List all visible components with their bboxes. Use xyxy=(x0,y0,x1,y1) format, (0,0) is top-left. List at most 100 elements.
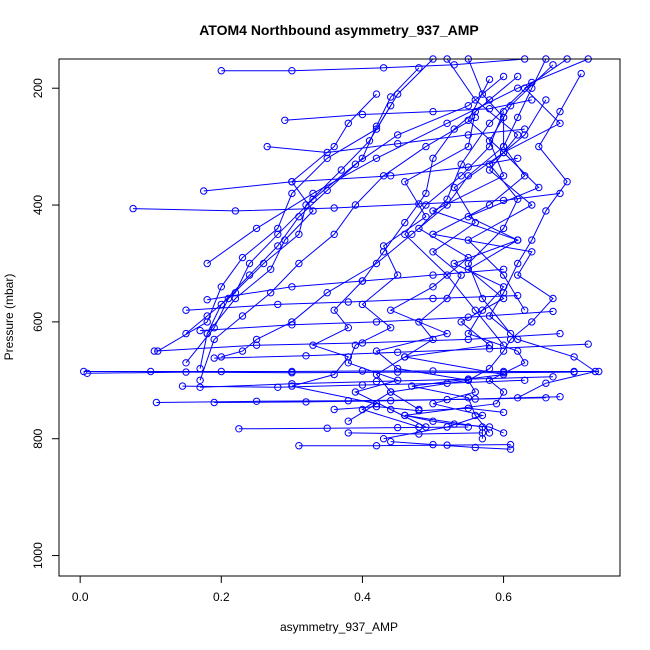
chart-title: ATOM4 Northbound asymmetry_937_AMP xyxy=(199,22,479,38)
data-point xyxy=(499,107,508,116)
data-point xyxy=(252,335,261,344)
series-15 xyxy=(196,113,479,384)
data-point xyxy=(521,376,529,384)
data-point xyxy=(152,398,161,407)
data-point xyxy=(358,154,367,163)
series-line xyxy=(347,76,519,428)
data-point xyxy=(492,400,501,408)
data-point xyxy=(238,312,247,320)
data-point xyxy=(549,294,557,303)
data-point xyxy=(217,283,226,291)
data-point xyxy=(457,318,465,326)
series-41 xyxy=(401,107,508,349)
series-line xyxy=(214,396,561,403)
data-point xyxy=(178,382,187,390)
data-point xyxy=(556,393,564,401)
data-point xyxy=(210,398,218,407)
data-point xyxy=(499,265,508,273)
data-point xyxy=(267,265,275,273)
data-point xyxy=(485,166,494,174)
data-point xyxy=(514,131,522,139)
data-point xyxy=(499,113,508,122)
data-point xyxy=(288,67,296,75)
data-point xyxy=(464,259,472,268)
data-point xyxy=(542,207,550,215)
data-point xyxy=(429,294,437,303)
series-line xyxy=(214,343,589,359)
data-point xyxy=(401,230,409,239)
data-point xyxy=(274,224,282,233)
data-point xyxy=(464,236,472,244)
data-point xyxy=(429,367,437,375)
data-point xyxy=(358,381,367,389)
data-point xyxy=(478,435,487,443)
data-point xyxy=(464,313,472,321)
data-point xyxy=(478,294,487,303)
data-point xyxy=(323,289,331,297)
data-point xyxy=(535,183,543,192)
data-point xyxy=(351,388,360,396)
data-point xyxy=(372,318,381,326)
data-point xyxy=(288,321,296,329)
data-point xyxy=(330,204,338,212)
data-point xyxy=(344,397,352,405)
data-point xyxy=(267,289,275,297)
data-point xyxy=(464,394,472,402)
data-point xyxy=(528,236,536,244)
data-point xyxy=(429,154,437,163)
data-point xyxy=(401,218,409,227)
data-point xyxy=(394,423,402,432)
data-point xyxy=(549,307,557,316)
data-point xyxy=(309,189,317,198)
series-5 xyxy=(344,72,522,431)
data-point xyxy=(182,306,190,314)
series-line xyxy=(404,414,504,434)
data-point xyxy=(429,271,437,279)
data-point xyxy=(358,277,367,285)
data-point xyxy=(577,69,585,78)
data-point xyxy=(443,271,451,279)
data-point xyxy=(471,107,479,116)
series-line xyxy=(334,406,504,413)
data-point xyxy=(394,348,402,356)
data-point xyxy=(443,329,451,338)
series-line xyxy=(83,370,599,372)
data-point xyxy=(210,354,218,362)
data-point xyxy=(387,437,395,446)
series-40 xyxy=(464,96,550,338)
series-line xyxy=(154,333,561,352)
data-point xyxy=(521,172,529,180)
data-point xyxy=(387,102,395,110)
data-point xyxy=(521,306,529,314)
data-point xyxy=(274,300,282,309)
x-axis: 0.0 0.2 0.4 0.6 xyxy=(72,575,512,604)
data-point xyxy=(570,353,578,361)
data-point xyxy=(323,424,331,432)
data-point xyxy=(443,201,451,209)
data-point xyxy=(415,318,423,326)
data-point xyxy=(528,318,536,326)
data-point xyxy=(485,423,494,431)
series-line xyxy=(87,371,575,374)
data-point xyxy=(344,359,352,367)
data-point xyxy=(281,116,289,125)
data-point xyxy=(182,368,190,376)
data-point xyxy=(450,259,458,268)
data-point xyxy=(457,271,465,279)
data-point xyxy=(499,388,508,396)
data-point xyxy=(563,178,571,186)
data-point xyxy=(464,142,472,151)
data-point xyxy=(387,388,395,396)
data-point xyxy=(514,195,522,203)
data-point xyxy=(182,359,190,367)
data-point xyxy=(514,271,522,279)
series-32 xyxy=(210,393,564,407)
data-point xyxy=(506,335,515,344)
data-point xyxy=(514,72,522,81)
data-point xyxy=(147,367,155,376)
data-point xyxy=(415,407,423,415)
series-line xyxy=(375,79,505,410)
data-point xyxy=(394,368,402,376)
data-point xyxy=(464,116,472,125)
data-point xyxy=(506,329,515,338)
